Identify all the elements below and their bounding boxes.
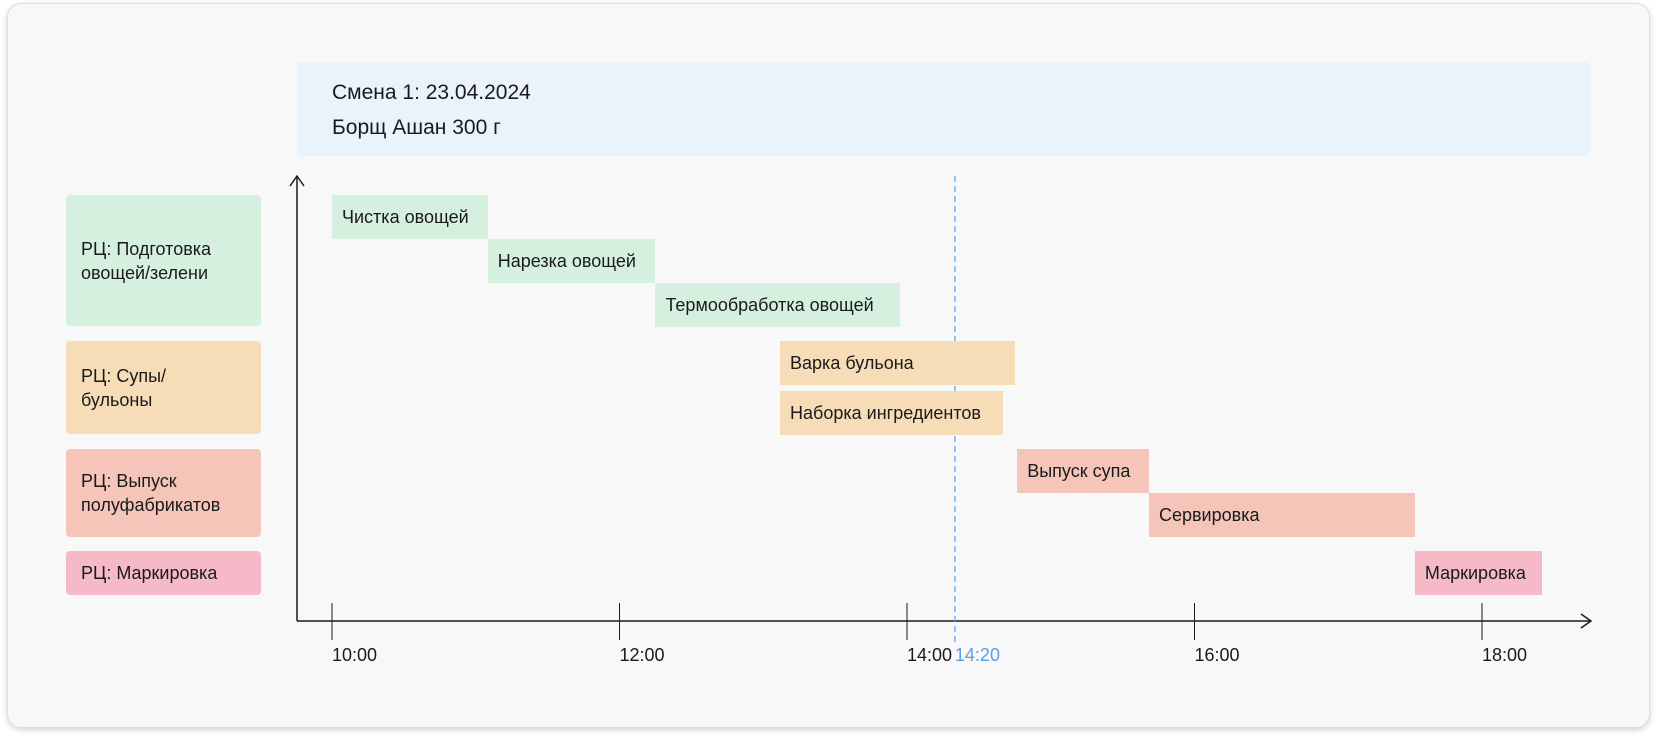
- x-tick-label: 14:00: [907, 645, 953, 665]
- shift-title: Смена 1: 23.04.2024: [332, 81, 531, 104]
- x-axis-arrow: [1580, 613, 1593, 629]
- x-tick-label: 10:00: [332, 645, 378, 665]
- task-bar: Сервировка: [1148, 493, 1415, 537]
- x-tick-label: 18:00: [1482, 645, 1528, 665]
- y-axis-arrow: [289, 174, 305, 187]
- lane-label-marking: РЦ: Маркировка: [66, 551, 261, 595]
- schedule-header: Смена 1: 23.04.2024 Борщ Ашан 300 г: [297, 62, 1590, 156]
- x-tick-label: 16:00: [1194, 645, 1240, 665]
- current-time-label: 14:20: [954, 645, 1000, 665]
- product-title: Борщ Ашан 300 г: [332, 116, 501, 139]
- task-bar: Термообработка овощей: [655, 283, 900, 327]
- x-tick-label: 12:00: [619, 645, 665, 665]
- task-bar: Маркировка: [1414, 551, 1542, 595]
- lane-label-soup: РЦ: Супы/ бульоны: [66, 341, 261, 434]
- task-bar: Варка бульона: [780, 341, 1015, 385]
- task-bar: Выпуск супа: [1017, 449, 1149, 493]
- task-bar: Нарезка овощей: [487, 239, 656, 283]
- lane-label-release: РЦ: Выпуск полуфабрикатов: [66, 449, 261, 537]
- lane-label-prep: РЦ: Подготовка овощей/зелени: [66, 195, 261, 326]
- task-bar: Чистка овощей: [332, 195, 488, 239]
- task-bar: Наборка ингредиентов: [780, 391, 1003, 435]
